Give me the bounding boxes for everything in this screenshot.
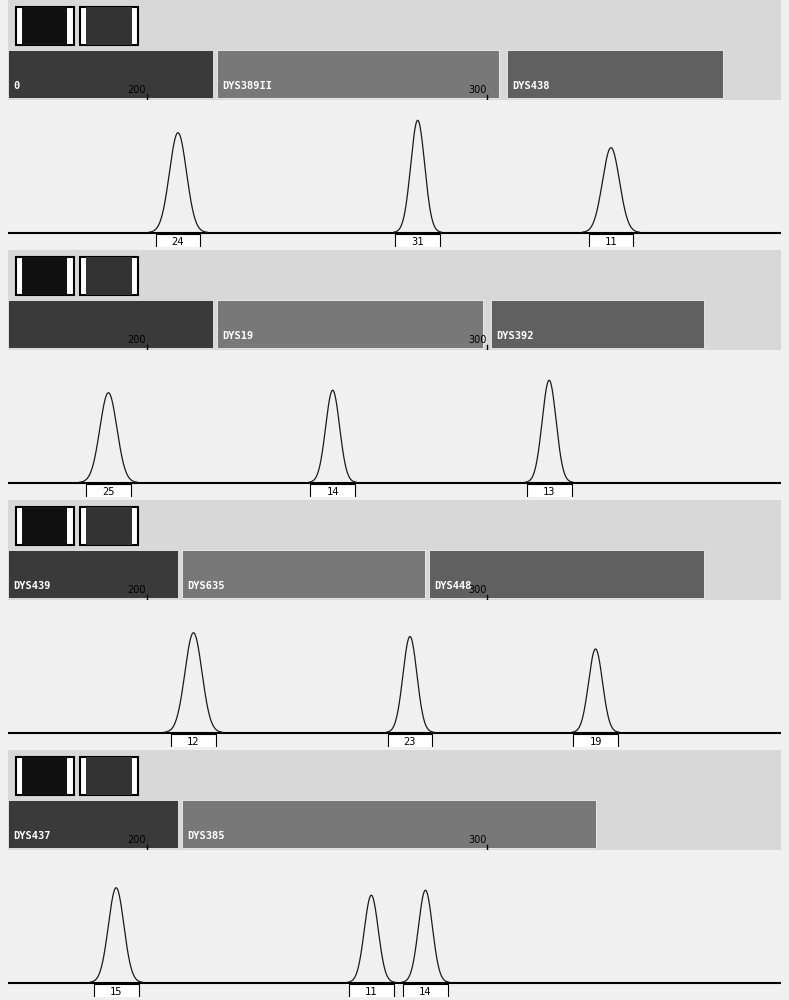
FancyBboxPatch shape [387, 734, 432, 749]
Bar [22, 257, 67, 295]
Text: DYS448: DYS448 [435, 581, 472, 591]
Text: 13: 13 [543, 487, 555, 497]
Bar [16, 757, 73, 795]
Text: 11: 11 [365, 987, 378, 997]
Text: 25: 25 [102, 487, 114, 497]
Bar [8, 50, 213, 98]
Text: DYS392: DYS392 [496, 331, 534, 341]
Text: 14: 14 [327, 487, 339, 497]
Bar [80, 757, 138, 795]
Text: DYS438: DYS438 [512, 81, 549, 91]
Text: 200: 200 [128, 585, 146, 595]
FancyBboxPatch shape [86, 484, 131, 499]
FancyBboxPatch shape [395, 234, 440, 249]
Bar [86, 7, 132, 45]
Text: DYS635: DYS635 [187, 581, 225, 591]
Bar [181, 550, 425, 598]
Bar [16, 507, 73, 545]
Bar [86, 757, 132, 795]
Text: 23: 23 [404, 737, 417, 747]
Text: DYS385: DYS385 [187, 831, 225, 841]
FancyBboxPatch shape [573, 734, 618, 749]
Bar [8, 550, 178, 598]
Bar [217, 50, 499, 98]
Bar [22, 757, 67, 795]
Bar [80, 507, 138, 545]
Text: 200: 200 [128, 85, 146, 95]
FancyBboxPatch shape [349, 984, 394, 999]
Bar [491, 300, 704, 348]
Text: DYS439: DYS439 [13, 581, 50, 591]
Bar [16, 7, 73, 45]
Text: 200: 200 [128, 835, 146, 845]
Bar [86, 507, 132, 545]
Text: DYS437: DYS437 [13, 831, 50, 841]
Text: 11: 11 [604, 237, 617, 247]
Text: 300: 300 [468, 335, 486, 345]
Bar [86, 257, 132, 295]
Text: 31: 31 [411, 237, 424, 247]
Text: 300: 300 [468, 835, 486, 845]
Bar [217, 300, 484, 348]
Text: DYS389II: DYS389II [222, 81, 272, 91]
FancyBboxPatch shape [527, 484, 571, 499]
FancyBboxPatch shape [589, 234, 634, 249]
FancyBboxPatch shape [171, 734, 216, 749]
Text: 24: 24 [172, 237, 185, 247]
FancyBboxPatch shape [155, 234, 200, 249]
Text: 19: 19 [589, 737, 602, 747]
Text: 14: 14 [419, 987, 432, 997]
Text: 300: 300 [468, 85, 486, 95]
FancyBboxPatch shape [94, 984, 139, 999]
Bar [8, 300, 213, 348]
Bar [8, 800, 178, 848]
FancyBboxPatch shape [310, 484, 355, 499]
Text: 12: 12 [187, 737, 200, 747]
Text: DYS19: DYS19 [222, 331, 253, 341]
Bar [429, 550, 704, 598]
Bar [22, 7, 67, 45]
Text: 300: 300 [468, 585, 486, 595]
Text: 15: 15 [110, 987, 122, 997]
Text: 0: 0 [13, 81, 20, 91]
Bar [181, 800, 596, 848]
Text: 200: 200 [128, 335, 146, 345]
Bar [80, 7, 138, 45]
FancyBboxPatch shape [403, 984, 448, 999]
Bar [80, 257, 138, 295]
Bar [507, 50, 723, 98]
Bar [16, 257, 73, 295]
Bar [22, 507, 67, 545]
